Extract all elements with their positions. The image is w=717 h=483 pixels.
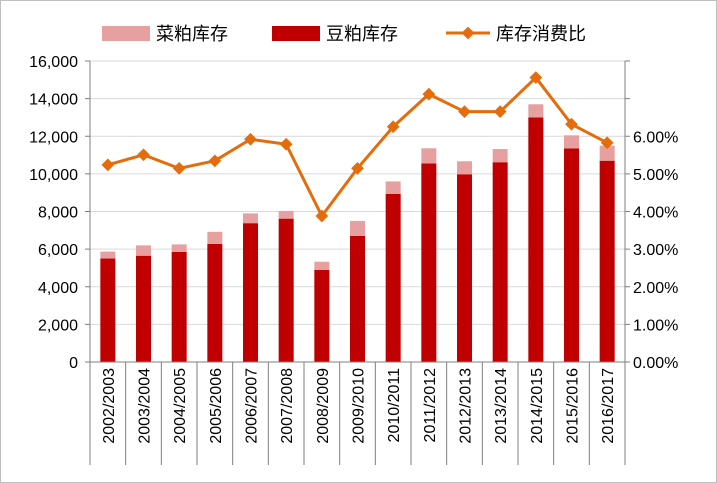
x-axis-tick-label: 2013/2014 [493,368,510,444]
bar-soybean-meal [492,162,508,362]
ratio-point [493,105,507,119]
ratio-point [172,161,186,175]
left-axis-tick-label: 10,000 [29,167,78,184]
x-axis-tick-label: 2007/2008 [279,368,296,444]
x-axis-tick-label: 2003/2004 [137,368,154,444]
bar-rapeseed-meal [136,245,151,256]
legend: 菜粕库存 豆粕库存 库存消费比 [102,24,586,45]
bar-soybean-meal [171,251,187,362]
x-axis-tick-label: 2015/2016 [565,368,582,444]
bar-soybean-meal [207,243,223,362]
bar-rapeseed-meal [314,261,330,270]
legend-label-soybean-meal: 豆粕库存 [326,24,398,45]
bar-soybean-meal [385,194,401,362]
left-axis-tick-label: 4,000 [38,280,78,297]
ratio-point [315,209,329,223]
bar-rapeseed-meal [350,220,365,236]
bar-soybean-meal [243,223,258,362]
bar-soybean-meal [599,160,615,362]
x-axis-tick-label: 2004/2005 [172,368,189,444]
axes: 0 0.00% 2,000 1.00% 4,000 2.00% 6,000 3.00% 8,00… [29,54,678,465]
bar-soybean-meal [100,258,116,362]
right-axis-tick-label: 0.00% [633,355,678,372]
x-axis-tick-label: 2010/2011 [386,368,403,443]
right-axis-tick-label: 1.00% [633,317,678,334]
legend-swatch-rapeseed-meal [102,26,150,41]
bar-rapeseed-meal [421,148,437,164]
right-axis-tick-label: 5.00% [633,167,678,184]
right-axis-tick-label: 6.00% [633,129,678,146]
x-axis-tick-label: 2011/2012 [422,368,439,443]
bar-soybean-meal [350,235,365,362]
left-axis-tick-label: 16,000 [29,54,78,71]
bar-rapeseed-meal [528,104,544,118]
left-axis-tick-label: 8,000 [38,205,78,222]
bar-soybean-meal [136,255,151,362]
bar-rapeseed-meal [492,149,508,163]
ratio-point [386,120,400,134]
bar-soybean-meal [564,148,579,362]
right-axis-tick-label: 3.00% [633,242,678,259]
bar-rapeseed-meal [243,213,258,224]
x-axis-tick-label: 2012/2013 [458,368,475,444]
bar-rapeseed-meal [171,244,187,252]
bar-soybean-meal [278,218,294,362]
bar-soybean-meal [528,117,544,362]
left-axis-tick-label: 0 [69,355,78,372]
bar-rapeseed-meal [457,161,472,175]
bar-soybean-meal [421,163,437,362]
x-axis-tick-label: 2005/2006 [208,368,225,444]
x-axis-tick-label: 2008/2009 [315,368,332,444]
bar-rapeseed-meal [207,231,223,244]
ratio-point [244,132,257,146]
bar-rapeseed-meal [599,145,615,161]
right-axis-tick-label: 2.00% [633,280,678,297]
ratio-point [137,148,150,162]
ratio-point [101,158,115,172]
ratio-point [208,154,222,168]
bars [100,104,615,362]
x-axis-tick-label: 2009/2010 [351,368,368,444]
ratio-point [422,87,436,101]
legend-swatch-ratio-marker [461,26,475,40]
bar-rapeseed-meal [100,251,116,259]
x-axis-tick-label: 2002/2003 [101,368,118,444]
left-axis-tick-label: 14,000 [29,92,78,109]
x-axis-tick-label: 2016/2017 [600,368,617,444]
left-axis-tick-label: 2,000 [38,317,78,334]
ratio-point [458,105,471,119]
legend-label-ratio: 库存消费比 [496,24,586,45]
legend-swatch-soybean-meal [272,26,320,41]
bar-rapeseed-meal [564,135,579,149]
bar-rapeseed-meal [278,210,294,219]
legend-label-rapeseed-meal: 菜粕库存 [156,24,228,45]
x-axis-tick-label: 2006/2007 [244,368,261,444]
bar-soybean-meal [457,174,472,362]
left-axis-tick-label: 6,000 [38,242,78,259]
ratio-point [279,137,293,151]
bar-rapeseed-meal [385,181,401,195]
left-axis-tick-label: 12,000 [29,129,78,146]
bar-soybean-meal [314,269,330,362]
ratio-point [351,161,364,175]
right-axis-tick-label: 4.00% [633,205,678,222]
x-axis-tick-label: 2014/2015 [529,368,546,444]
